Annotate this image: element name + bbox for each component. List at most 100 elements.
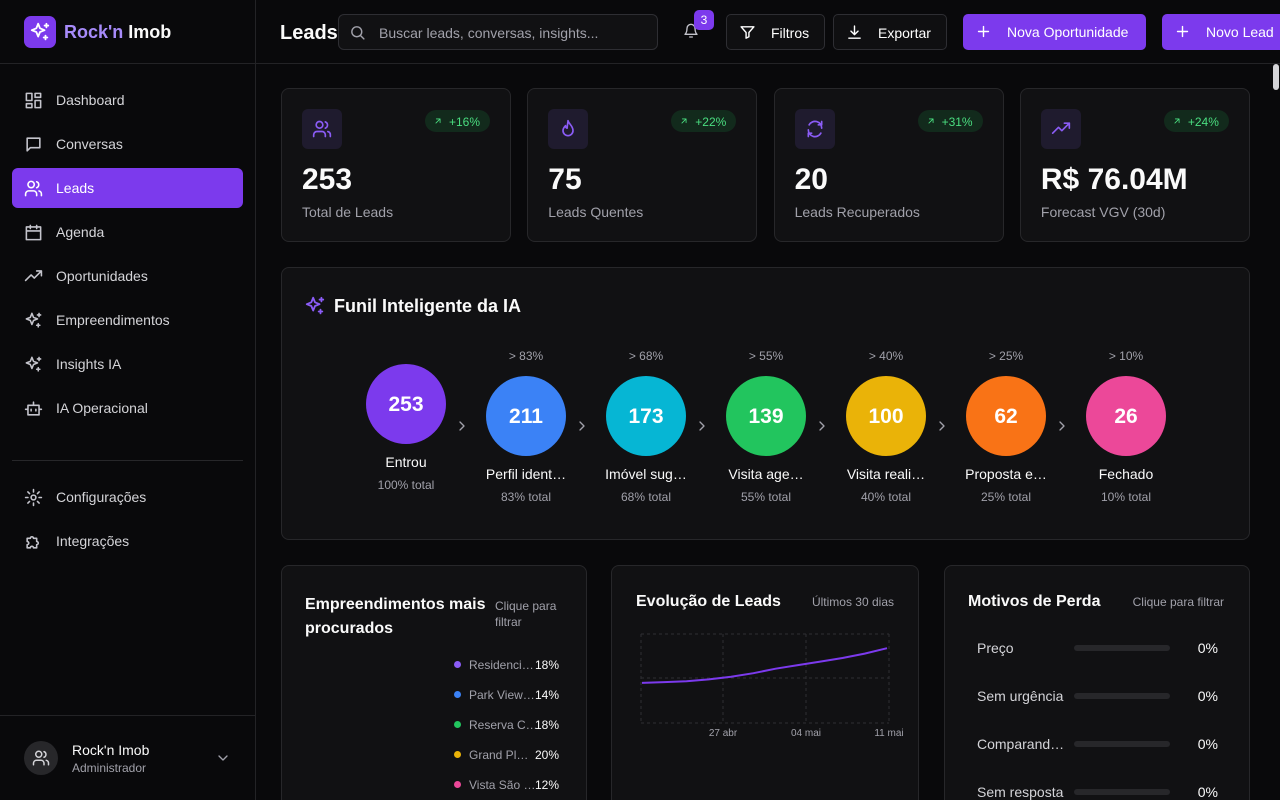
evolution-card: Evolução de Leads Últimos 30 dias 27 abr 04…: [611, 565, 919, 800]
legend-name: Grand Pl…: [469, 748, 529, 762]
icon: [562, 119, 575, 137]
legend-name: Residenci…: [469, 658, 534, 672]
icon-shape: [25, 312, 42, 328]
loss-name: Comparand…: [977, 736, 1065, 752]
brand: Rock'n Imob: [64, 23, 171, 41]
bar-track: [1074, 789, 1170, 795]
nav-item[interactable]: Configurações: [12, 477, 243, 517]
stage-circle: 139: [726, 376, 806, 456]
button-label: Nova Oportunidade: [1007, 24, 1129, 40]
loss-row[interactable]: Comparand… 0%: [961, 732, 1235, 756]
kpi-icon: [794, 109, 835, 149]
icon: [25, 356, 42, 372]
icon-shape: [1051, 122, 1071, 134]
icon-shape: [24, 180, 43, 197]
icon: [699, 421, 705, 431]
loss-value: 0%: [1197, 736, 1218, 752]
icon-shape: [681, 118, 687, 124]
nav-item[interactable]: Conversas: [12, 124, 243, 164]
legend-share: 14%: [534, 688, 559, 702]
icon: [30, 22, 50, 41]
legend-item[interactable]: Park View… 14%: [452, 685, 562, 705]
bar-track: [1074, 741, 1170, 747]
icon-shape: [32, 750, 50, 766]
legend-share: 20%: [534, 748, 559, 762]
button-label: Novo Lead: [1206, 24, 1274, 40]
button[interactable]: Filtros: [726, 14, 825, 50]
kpi-value: R$ 76.04M: [1040, 163, 1188, 196]
stage-label: Visita age…: [728, 466, 804, 482]
nav-item[interactable]: Oportunidades: [12, 256, 243, 296]
notification-badge: 3: [694, 10, 714, 30]
legend-item[interactable]: Vista São … 12%: [452, 775, 562, 795]
icon-shape: [25, 92, 42, 109]
header: Leads Buscar leads, conversas, insights..…: [256, 0, 1280, 64]
nav-item[interactable]: Agenda: [12, 212, 243, 252]
divider: [12, 460, 243, 461]
icon: [459, 421, 465, 431]
page-title: Leads: [280, 22, 338, 44]
kpi-change-text: +16%: [448, 115, 480, 129]
kpi-icon: [1040, 109, 1081, 149]
button[interactable]: Nova Oportunidade: [963, 14, 1146, 50]
legend-name: Vista São …: [469, 778, 536, 792]
icon-shape: [24, 488, 43, 507]
nav-item[interactable]: IA Operacional: [12, 388, 243, 428]
icon: [1174, 118, 1180, 124]
icon: [24, 270, 43, 282]
legend-item[interactable]: Residenci… 18%: [452, 655, 562, 675]
stage-label: Imóvel sug…: [605, 466, 687, 482]
stage-circle: 253: [366, 364, 446, 444]
icon: [218, 755, 228, 761]
notifications[interactable]: [682, 22, 702, 42]
user-role: Administrador: [72, 761, 147, 775]
icon: [26, 536, 39, 549]
loss-row[interactable]: Sem urgência 0%: [961, 684, 1235, 708]
legend-item[interactable]: Reserva C… 18%: [452, 715, 562, 735]
nav-label: Dashboard: [56, 92, 125, 108]
nav-item[interactable]: Dashboard: [12, 80, 243, 120]
loss-row[interactable]: Preço 0%: [961, 636, 1235, 660]
icon-shape: [25, 356, 42, 372]
stage-total: 68% total: [620, 490, 672, 504]
icon-shape: [928, 118, 934, 124]
user-menu[interactable]: Rock'n Imob Administrador: [12, 730, 243, 786]
kpi-label: Leads Recuperados: [794, 204, 920, 220]
loss-name: Sem resposta: [977, 784, 1064, 800]
icon: [25, 224, 42, 241]
icon-shape: [25, 224, 42, 241]
icon: [24, 488, 43, 507]
nav-item[interactable]: Empreendimentos: [12, 300, 243, 340]
legend-dot: [454, 721, 461, 728]
stage-conversion: > 55%: [748, 349, 784, 363]
button[interactable]: Novo Lead: [1162, 14, 1280, 50]
card-title: Motivos de Perda: [968, 593, 1101, 610]
stage-circle: 100: [846, 376, 926, 456]
icon-shape: [699, 421, 705, 431]
legend-dot: [454, 691, 461, 698]
search-placeholder: Buscar leads, conversas, insights...: [379, 25, 599, 41]
icon: [24, 401, 43, 416]
kpi-card: +24% R$ 76.04M Forecast VGV (30d): [1019, 88, 1250, 242]
nav-item[interactable]: Insights IA: [12, 344, 243, 384]
icon: [305, 296, 325, 315]
icon: [435, 118, 441, 124]
icon: [1051, 122, 1071, 134]
nav-label: Insights IA: [56, 356, 122, 372]
scrollbar: [1273, 64, 1279, 90]
stage-conversion: > 40%: [868, 349, 904, 363]
search-box[interactable]: Buscar leads, conversas, insights...: [338, 14, 658, 50]
brand-name-a: Rock'n: [64, 22, 124, 42]
legend-item[interactable]: Grand Pl… 20%: [452, 745, 562, 765]
loss-row[interactable]: Sem resposta 0%: [961, 780, 1235, 800]
loss-name: Preço: [977, 640, 1014, 656]
nav-item[interactable]: Integrações: [12, 521, 243, 561]
card-subtitle: Últimos 30 dias: [811, 595, 894, 609]
card-hint: Clique para filtrar: [1132, 595, 1224, 609]
stage-label: Proposta e…: [965, 466, 1047, 482]
bar-track: [1074, 693, 1170, 699]
icon: [24, 180, 43, 197]
button[interactable]: Exportar: [833, 14, 947, 50]
nav-item[interactable]: Leads: [12, 168, 243, 208]
kpi-label: Forecast VGV (30d): [1040, 204, 1166, 220]
